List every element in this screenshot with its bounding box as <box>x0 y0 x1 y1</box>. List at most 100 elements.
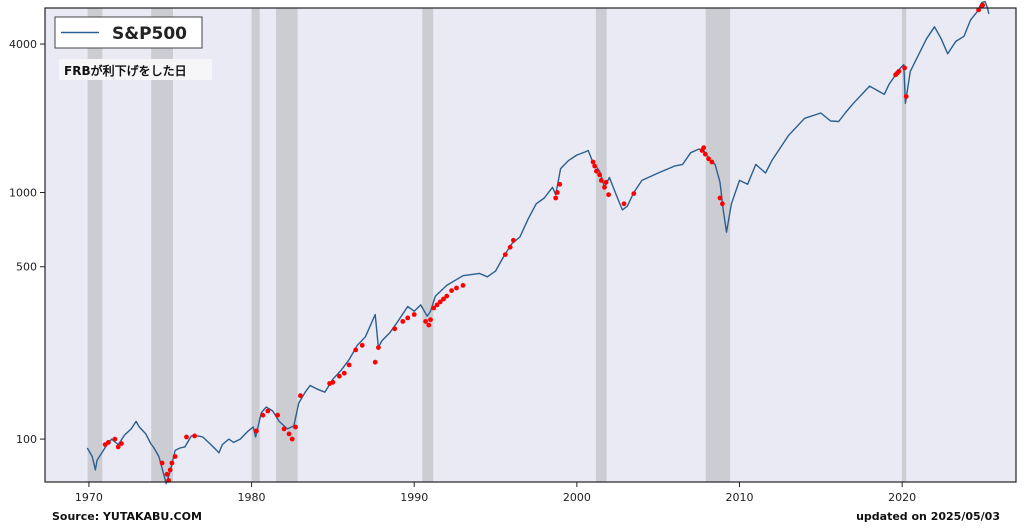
recession-span-7 <box>902 8 907 482</box>
rate-cut-point <box>557 181 563 187</box>
rate-cut-point <box>115 444 121 450</box>
rate-cut-point <box>330 379 336 385</box>
rate-cut-point <box>720 201 725 207</box>
rate-cut-point <box>400 319 406 324</box>
rate-cut-point <box>502 252 508 257</box>
recession-span-3 <box>276 8 298 482</box>
note-text: FRBが利下げをした日 <box>64 63 187 78</box>
footer-source: Source: YUTAKABU.COM <box>52 510 202 523</box>
rate-cut-point <box>454 285 459 291</box>
rate-cut-point <box>597 172 602 178</box>
rate-cut-point <box>553 195 559 201</box>
rate-cut-point <box>709 159 715 165</box>
rate-cut-point <box>359 342 365 348</box>
rate-cut-point <box>437 299 443 305</box>
rate-cut-point <box>598 178 604 183</box>
rate-cut-point <box>405 315 411 321</box>
rate-cut-point <box>164 471 170 477</box>
rate-cut-point <box>896 68 902 74</box>
series-line-layer <box>86 0 990 485</box>
rate-cut-point <box>621 201 627 207</box>
legend-label: S&P500 <box>112 24 187 44</box>
rate-cut-point <box>507 244 513 250</box>
rate-cut-point <box>298 393 303 399</box>
rate-cut-point <box>167 467 173 473</box>
rate-cut-points <box>102 2 986 483</box>
x-tick-label: 1980 <box>238 491 266 504</box>
rate-cut-point <box>112 436 118 442</box>
rate-cut-point <box>392 326 398 332</box>
recession-span-2 <box>251 8 260 482</box>
recession-span-5 <box>595 8 607 482</box>
rate-cut-point <box>460 283 466 288</box>
rate-cut-point <box>428 317 433 323</box>
rate-cut-point <box>590 159 596 165</box>
rate-cut-point <box>431 305 437 311</box>
rate-cut-point <box>337 373 342 379</box>
rate-cut-point <box>119 441 124 446</box>
rate-cut-point <box>441 296 446 302</box>
rate-cut-point <box>184 434 189 440</box>
rate-cut-point <box>423 319 428 324</box>
rate-cut-point <box>106 440 111 445</box>
recession-span-4 <box>422 8 434 482</box>
axes: 1970 1980 1990 2000 2010 2020 100 500 1000 4000 <box>9 38 916 504</box>
rate-cut-point <box>602 184 607 190</box>
x-tick-label: 1970 <box>75 491 103 504</box>
rate-cut-point <box>275 412 280 418</box>
note-background <box>59 59 212 80</box>
rate-cut-point <box>511 237 516 243</box>
rate-cut-point <box>902 65 907 71</box>
rate-cut-point <box>976 7 981 13</box>
rate-cut-point <box>434 302 440 308</box>
rate-cut-point <box>594 168 599 174</box>
rate-cut-point <box>411 312 417 317</box>
rate-cut-point <box>281 426 287 432</box>
plot-frame <box>44 7 1017 483</box>
y-tick-label: 500 <box>16 261 37 274</box>
rate-cut-point <box>346 362 352 368</box>
footer-updated: updated on 2025/05/03 <box>856 510 1000 523</box>
plot-background <box>45 8 1016 482</box>
rate-cut-point <box>717 195 723 201</box>
rate-cut-point <box>169 460 175 466</box>
rate-cut-point <box>254 428 259 434</box>
rate-cut-point <box>444 293 450 299</box>
rate-cut-point <box>706 156 711 162</box>
rate-cut-point <box>289 436 295 442</box>
rate-cut-point <box>606 192 611 198</box>
rate-cut-point <box>372 359 378 365</box>
y-tick-label: 1000 <box>9 187 37 200</box>
rate-cut-point <box>592 163 598 169</box>
legend: S&P500 <box>54 16 203 49</box>
rate-cut-point <box>341 370 347 376</box>
rate-cut-point <box>449 288 454 293</box>
rate-cut-point <box>631 191 637 197</box>
x-tick-label: 2010 <box>726 491 754 504</box>
y-tick-label: 100 <box>16 433 37 446</box>
recession-spans <box>87 8 907 482</box>
rate-cut-point <box>192 433 198 439</box>
rate-cut-point <box>376 345 381 350</box>
recession-span-0 <box>87 8 103 482</box>
recession-span-6 <box>705 8 731 482</box>
rate-cut-point <box>260 412 266 418</box>
rate-cut-point <box>702 151 708 157</box>
rate-cut-point <box>353 347 359 353</box>
x-tick-label: 2020 <box>888 491 916 504</box>
rate-cut-point <box>293 424 298 430</box>
rate-cut-point <box>159 460 165 466</box>
rate-cut-point <box>603 179 609 185</box>
rate-cut-point <box>286 431 292 437</box>
y-tick-label: 4000 <box>9 38 37 51</box>
rate-cut-point <box>265 408 271 414</box>
x-tick-label: 1990 <box>400 491 428 504</box>
rate-cut-point <box>903 94 909 99</box>
rate-cut-point <box>426 322 432 328</box>
rate-cut-point <box>701 145 707 151</box>
rate-cut-point <box>172 454 178 459</box>
x-tick-label: 2000 <box>563 491 591 504</box>
rate-cut-point <box>980 2 986 8</box>
annotation-note: FRBが利下げをした日 <box>59 59 212 80</box>
